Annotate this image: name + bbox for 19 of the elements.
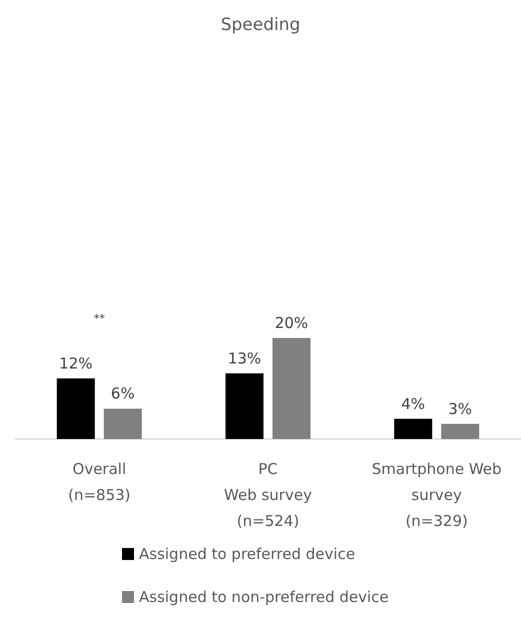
bar xyxy=(56,378,95,439)
data-label: 3% xyxy=(448,400,472,418)
bar xyxy=(226,373,264,439)
x-tick-label: PC Web survey (n=524) xyxy=(224,460,312,530)
data-label: 4% xyxy=(401,394,426,413)
x-tick-label: Smartphone Web survey (n=329) xyxy=(372,460,502,530)
data-label: 20% xyxy=(274,314,308,332)
bar xyxy=(272,338,310,439)
legend-label: Assigned to non-preferred device xyxy=(139,588,389,606)
x-tick-label: Overall (n=853) xyxy=(68,460,131,504)
data-label: 12% xyxy=(59,354,93,372)
text: ** xyxy=(94,312,106,325)
bar xyxy=(394,418,432,439)
bar xyxy=(104,408,142,439)
legend-label: Assigned to preferred device xyxy=(139,545,356,563)
bar xyxy=(441,424,480,439)
data-label: 6% xyxy=(110,384,135,403)
data-label: 13% xyxy=(228,349,262,368)
chart-title: Speeding xyxy=(220,15,300,35)
